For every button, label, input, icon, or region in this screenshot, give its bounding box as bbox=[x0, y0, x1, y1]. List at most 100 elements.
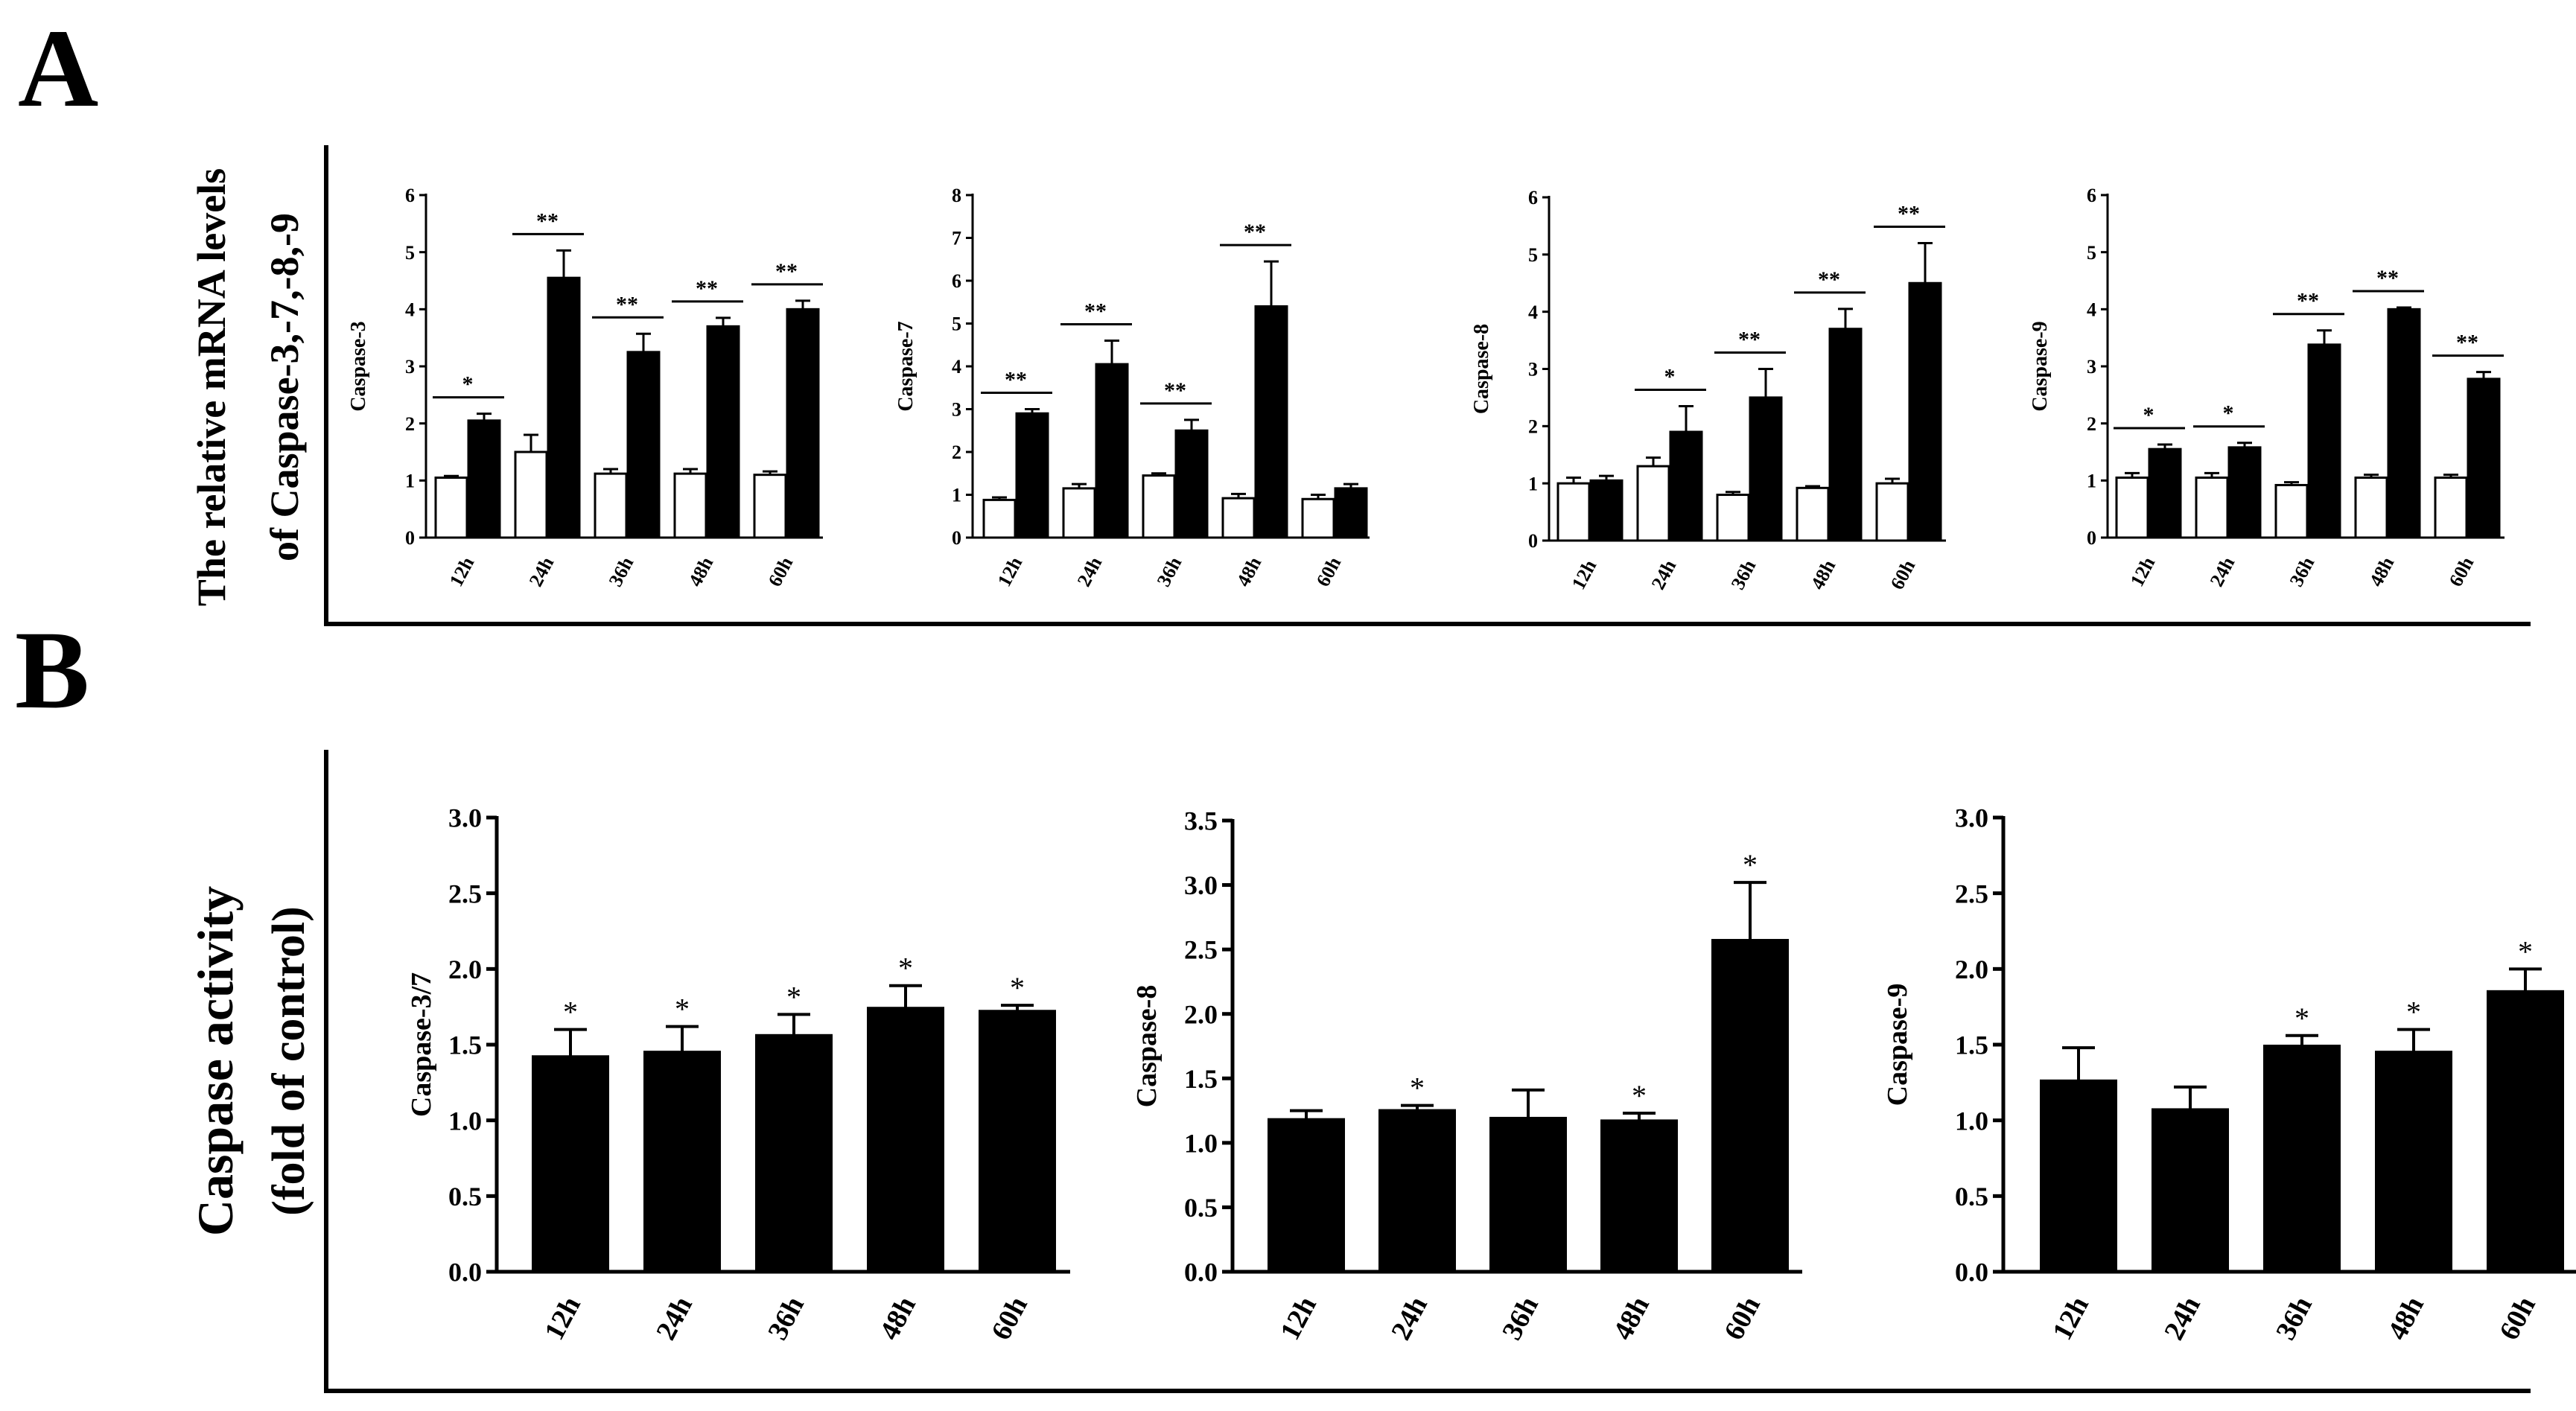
significance-marker: * bbox=[1010, 971, 1025, 1004]
bar bbox=[755, 1033, 833, 1274]
category-label: 12h bbox=[1274, 1292, 1323, 1345]
bar bbox=[1556, 482, 1591, 542]
significance-marker: ** bbox=[1738, 328, 1761, 352]
bar bbox=[1062, 487, 1096, 539]
category-label: 36h bbox=[1153, 553, 1186, 590]
category-label: 36h bbox=[1496, 1292, 1545, 1345]
significance-marker: * bbox=[786, 980, 801, 1013]
bar bbox=[2195, 477, 2229, 539]
y-tick-label: 0.5 bbox=[1184, 1193, 1218, 1223]
bar bbox=[2434, 477, 2468, 539]
bar bbox=[1015, 412, 1049, 539]
significance-marker: ** bbox=[1244, 220, 1266, 244]
bar bbox=[1301, 497, 1335, 539]
bar bbox=[467, 419, 501, 539]
bar bbox=[1669, 430, 1703, 542]
y-tick-label: 3 bbox=[952, 399, 961, 421]
y-tick-label: 5 bbox=[1528, 244, 1538, 266]
category-label: 24h bbox=[1647, 556, 1681, 593]
y-tick-label: 0 bbox=[405, 527, 415, 549]
bar bbox=[706, 325, 740, 539]
category-label: 12h bbox=[445, 553, 479, 590]
chart-a-caspase-9: 0 1 2 3 4 5 6 Caspase-9 * 12h * 24h ** 36h ** 48h ** 60h bbox=[2029, 185, 2505, 590]
category-label: 36h bbox=[2286, 553, 2319, 590]
category-label: 12h bbox=[2126, 553, 2160, 590]
chart-b-caspase-8: 0.0 0.5 1.0 1.5 2.0 2.5 3.0 3.5 Caspase-8 12h * 24h… bbox=[1131, 806, 1802, 1345]
significance-marker: * bbox=[1743, 848, 1758, 882]
significance-marker: * bbox=[2223, 401, 2234, 426]
y-axis-label: Caspase-9 bbox=[1882, 984, 1913, 1106]
category-label: 60h bbox=[985, 1292, 1034, 1345]
panel-b-ylabel-line2: (fold of control) bbox=[264, 906, 314, 1216]
category-label: 24h bbox=[1385, 1292, 1434, 1345]
category-label: 48h bbox=[2365, 553, 2399, 590]
significance-marker: * bbox=[2143, 403, 2154, 427]
bar bbox=[547, 276, 581, 539]
bar bbox=[2387, 308, 2421, 539]
category-label: 48h bbox=[1607, 1292, 1656, 1345]
panel-a-ylabel-line1: The relative mRNA levels bbox=[189, 168, 234, 606]
y-tick-label: 0.5 bbox=[1955, 1182, 1988, 1211]
chart-a-caspase-7: 0 1 2 3 4 5 6 7 8 Caspase-7 ** 12h ** 24h ** 36h ** 48h 60… bbox=[894, 185, 1370, 590]
bar bbox=[1489, 1116, 1567, 1273]
bar bbox=[979, 1010, 1056, 1274]
bar bbox=[2274, 483, 2309, 539]
bar bbox=[2040, 1079, 2117, 1274]
category-label: 60h bbox=[1312, 553, 1346, 590]
y-tick-label: 4 bbox=[2087, 299, 2096, 320]
y-tick-label: 5 bbox=[952, 313, 961, 335]
category-label: 60h bbox=[2493, 1292, 2542, 1345]
bar bbox=[1875, 482, 1909, 542]
bar bbox=[1636, 465, 1670, 542]
y-tick-label: 2.5 bbox=[448, 879, 482, 908]
chart-a-caspase-3: 0 1 2 3 4 5 6 Caspase-3 * 12h ** 24h ** 36h ** 48h ** 60h bbox=[347, 185, 823, 590]
category-label: 48h bbox=[2382, 1292, 2430, 1345]
bar bbox=[2148, 447, 2182, 539]
y-tick-label: 2.5 bbox=[1184, 935, 1218, 965]
y-tick-label: 1 bbox=[952, 485, 961, 506]
y-axis-label: Caspase-8 bbox=[1131, 985, 1163, 1108]
bar bbox=[2307, 343, 2341, 539]
category-label: 36h bbox=[605, 553, 638, 590]
bar bbox=[2263, 1045, 2341, 1273]
bar bbox=[1221, 497, 1256, 539]
bar bbox=[2467, 378, 2501, 539]
significance-marker: ** bbox=[1818, 267, 1840, 292]
bar bbox=[1796, 486, 1830, 542]
significance-marker: ** bbox=[2456, 331, 2478, 355]
significance-marker: ** bbox=[696, 276, 718, 301]
y-tick-label: 4 bbox=[952, 356, 961, 378]
bar bbox=[2375, 1051, 2452, 1273]
y-tick-label: 0 bbox=[952, 527, 961, 549]
significance-marker: ** bbox=[2297, 289, 2319, 313]
y-tick-label: 4 bbox=[405, 299, 415, 320]
bar bbox=[786, 308, 820, 539]
y-tick-label: 7 bbox=[952, 228, 961, 249]
bar bbox=[532, 1055, 609, 1274]
category-label: 12h bbox=[1568, 556, 1601, 593]
significance-marker: ** bbox=[1084, 299, 1107, 324]
bar bbox=[1716, 494, 1750, 542]
panel-b-letter: B bbox=[15, 608, 89, 732]
panel-a-ylabel-line2: of Caspase-3,-7,-8,-9 bbox=[262, 213, 307, 561]
panel-b-ylabel-line1: Caspase activity bbox=[187, 886, 244, 1236]
significance-marker: * bbox=[1410, 1071, 1425, 1105]
bar bbox=[673, 472, 707, 539]
category-label: 24h bbox=[525, 553, 559, 590]
y-tick-label: 1 bbox=[1528, 473, 1538, 494]
y-axis-label: Caspase-3 bbox=[347, 321, 370, 411]
category-label: 60h bbox=[1718, 1292, 1766, 1345]
y-axis-label: Caspase-7 bbox=[894, 321, 917, 411]
bar bbox=[643, 1051, 721, 1273]
y-tick-label: 2 bbox=[1528, 415, 1538, 437]
significance-marker: * bbox=[675, 993, 690, 1026]
y-tick-label: 0.5 bbox=[448, 1182, 482, 1211]
y-tick-label: 6 bbox=[1528, 187, 1538, 208]
y-tick-label: 2.5 bbox=[1955, 879, 1988, 908]
y-tick-label: 2.0 bbox=[1184, 999, 1218, 1029]
y-tick-label: 5 bbox=[2087, 242, 2096, 264]
y-tick-label: 2 bbox=[2087, 413, 2096, 435]
y-tick-label: 2.0 bbox=[448, 955, 482, 984]
